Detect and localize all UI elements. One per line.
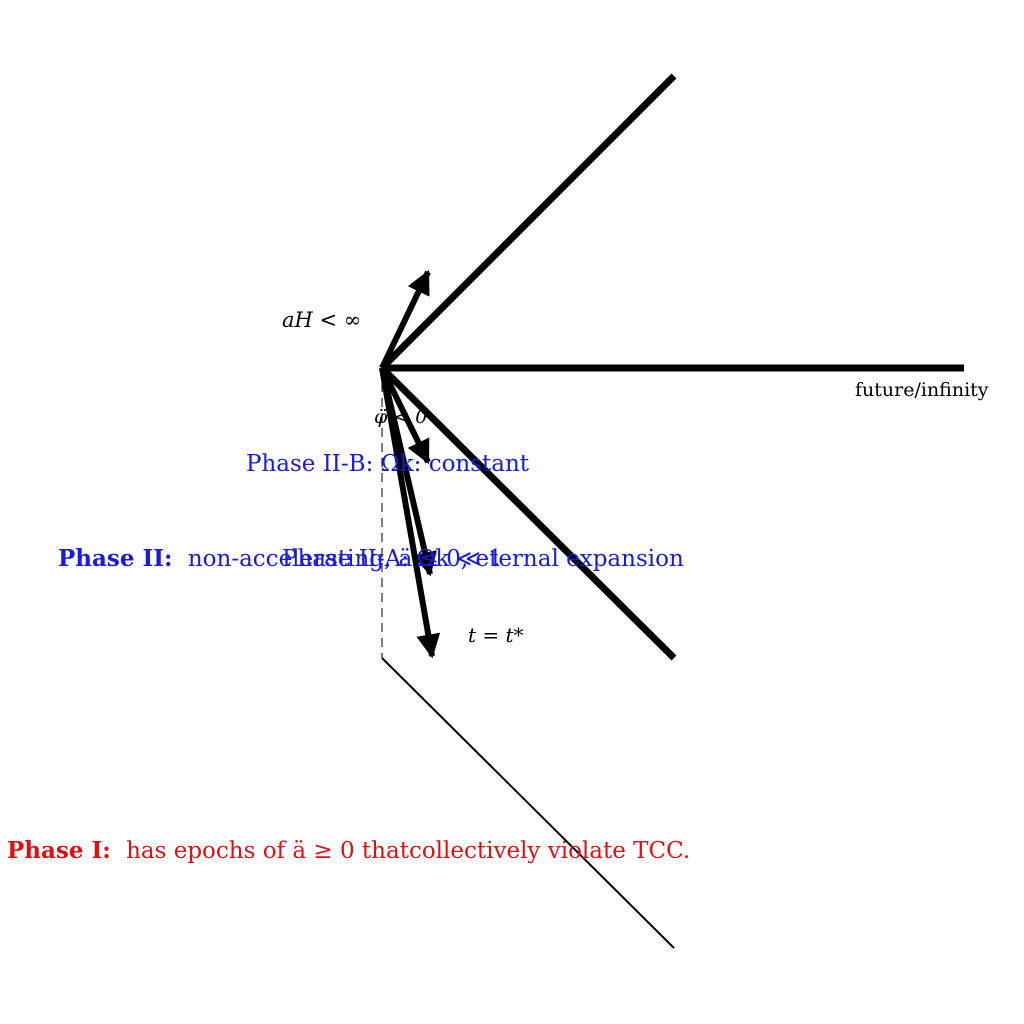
- arrow-t-star: [379, 367, 441, 659]
- phase-i-desc: has epochs of ä ≥ 0 thatcollectively vio…: [126, 838, 690, 864]
- phase-i-line: [381, 657, 675, 949]
- phase-i-title: Phase I:: [7, 837, 111, 864]
- phase-ii-desc: non-accelerating, ä ≤ 0, eternal expansi…: [188, 546, 684, 572]
- upper-boundary-line: [379, 73, 677, 371]
- label-t-star: t = t*: [468, 623, 524, 647]
- phase-ii-title: Phase II:: [58, 545, 173, 572]
- arrow-phase-iib: [379, 366, 431, 465]
- label-phase-iia: Phase II-A: Ωk ≪ 1: [282, 546, 503, 572]
- label-phase-iib: Phase II-B: Ωk: constant: [246, 451, 530, 477]
- label-phi-ddot: φ̈ < 0: [374, 406, 427, 428]
- label-phase-ii: Phase II: non-accelerating, ä ≤ 0, etern…: [58, 545, 684, 572]
- label-future-infinity: future/infinity: [855, 379, 989, 401]
- arrow-aH: [379, 269, 431, 370]
- lower-boundary-line: [379, 365, 677, 661]
- label-aH: aH < ∞: [282, 308, 361, 332]
- label-phase-i: Phase I: has epochs of ä ≥ 0 thatcollect…: [7, 837, 690, 864]
